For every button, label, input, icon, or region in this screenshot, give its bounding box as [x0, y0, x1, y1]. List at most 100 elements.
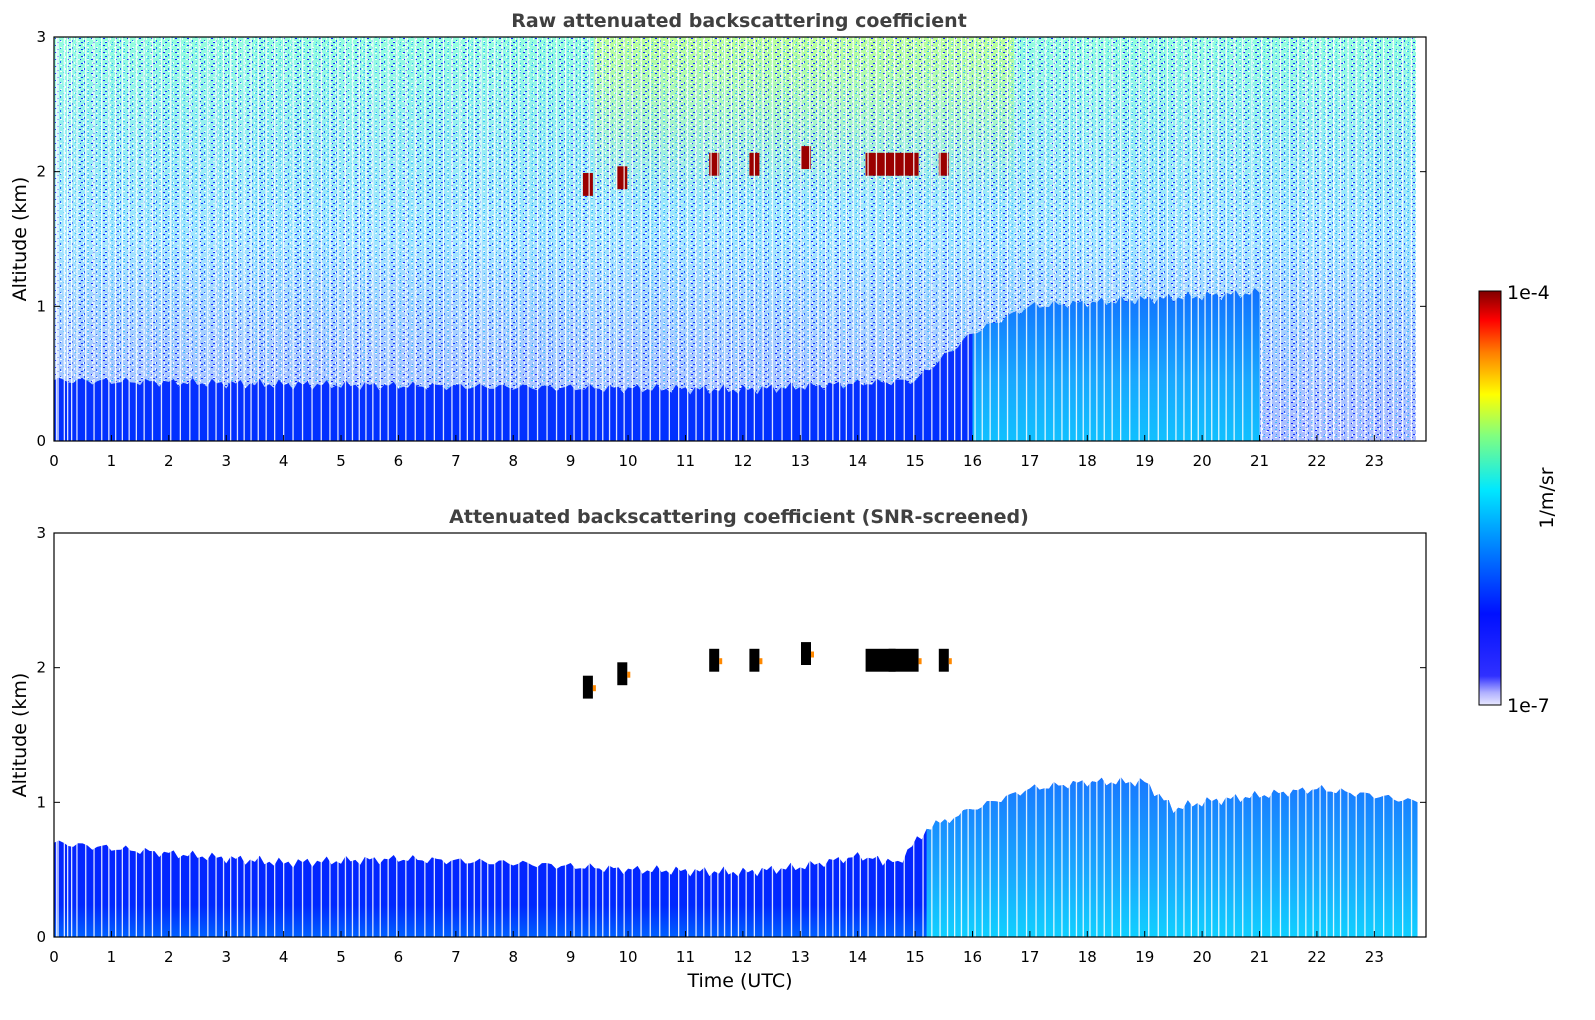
x-tick-label: 4	[279, 948, 289, 966]
x-tick-label: 23	[1365, 948, 1384, 966]
y-tick-label: 0	[36, 432, 46, 450]
missing-profile-stripe	[931, 761, 933, 937]
missing-profile-stripe	[170, 761, 172, 937]
bottom-x-ticks: 0 1 2 3 4 5 6 7 8 9 10 11 12 13 14 15 16 17 18 19 20 21 22 23	[49, 931, 1384, 966]
y-tick-label: 2	[36, 163, 46, 181]
missing-profile-stripe	[230, 37, 232, 441]
missing-profile-stripe	[337, 37, 339, 441]
missing-profile-stripe	[351, 761, 354, 937]
x-tick-label: 1	[107, 948, 117, 966]
cloud-edge-mark	[627, 671, 631, 678]
missing-profile-stripe	[494, 37, 496, 441]
missing-profile-stripe	[320, 37, 322, 441]
missing-profile-stripe	[128, 37, 130, 441]
missing-profile-stripe	[954, 761, 956, 937]
cloud-mark	[865, 648, 896, 672]
missing-profile-stripe	[372, 761, 374, 937]
y-tick-label: 2	[36, 659, 46, 677]
missing-profile-stripe	[649, 37, 651, 441]
missing-profile-stripe	[631, 37, 633, 441]
cloud-mark	[617, 166, 628, 190]
x-tick-label: 2	[164, 948, 174, 966]
missing-profile-stripe	[997, 761, 1000, 937]
missing-profile-stripe	[852, 761, 854, 937]
missing-profile-stripe	[311, 37, 313, 441]
missing-profile-stripe	[1402, 37, 1404, 441]
missing-profile-stripe	[344, 37, 347, 441]
missing-profile-stripe	[365, 37, 367, 441]
missing-profile-stripe	[292, 37, 294, 441]
missing-profile-stripe	[121, 37, 123, 441]
missing-profile-stripe	[451, 761, 453, 937]
missing-profile-stripe	[1260, 37, 1263, 441]
missing-profile-stripe	[1218, 37, 1220, 441]
cloud-mark	[865, 152, 896, 176]
missing-profile-stripe	[396, 37, 398, 441]
missing-profile-stripe	[762, 37, 764, 441]
colorbar-min-label: 1e-7	[1507, 695, 1550, 717]
missing-profile-stripe	[518, 761, 520, 937]
missing-profile-stripe	[222, 37, 225, 441]
missing-profile-stripe	[546, 37, 548, 441]
missing-profile-stripe	[329, 761, 331, 937]
missing-profile-stripe	[365, 761, 367, 937]
missing-profile-stripe	[730, 37, 732, 441]
missing-profile-stripe	[1392, 37, 1394, 441]
x-axis-label: Time (UTC)	[686, 970, 792, 992]
cloud-edge-mark	[759, 658, 763, 665]
missing-profile-stripe	[424, 37, 426, 441]
missing-profile-stripe	[989, 37, 991, 441]
missing-profile-stripe	[717, 37, 719, 441]
missing-profile-stripe	[85, 37, 87, 441]
missing-profile-stripe	[1175, 761, 1177, 937]
missing-profile-stripe	[1190, 37, 1192, 441]
missing-profile-stripe	[809, 761, 811, 937]
missing-profile-stripe	[76, 37, 78, 441]
missing-profile-stripe	[1218, 761, 1220, 937]
missing-profile-stripe	[800, 37, 802, 441]
x-tick-label: 19	[1135, 452, 1154, 470]
cloud-mark	[582, 675, 593, 699]
x-tick-label: 0	[49, 452, 59, 470]
y-tick-label: 1	[36, 793, 46, 811]
missing-profile-stripe	[1204, 761, 1206, 937]
x-tick-label: 18	[1078, 452, 1097, 470]
colorbar-gradient	[1478, 290, 1502, 706]
missing-profile-stripe	[859, 37, 861, 441]
missing-profile-stripe	[1157, 761, 1159, 937]
x-tick-label: 15	[906, 452, 925, 470]
missing-profile-stripe	[1364, 761, 1366, 937]
missing-profile-stripe	[581, 37, 583, 441]
missing-profile-stripe	[1096, 761, 1098, 937]
missing-profile-stripe	[1319, 761, 1321, 937]
missing-profile-stripe	[939, 761, 941, 937]
x-tick-label: 12	[733, 948, 752, 966]
x-tick-label: 12	[733, 452, 752, 470]
colorbar: 1e-4 1e-7 1/m/sr	[1478, 282, 1558, 717]
missing-profile-stripe	[1312, 37, 1314, 441]
missing-profile-stripe	[703, 37, 705, 441]
missing-profile-stripe	[1288, 37, 1291, 441]
missing-profile-stripe	[615, 37, 618, 441]
missing-profile-stripe	[717, 761, 719, 937]
missing-profile-stripe	[414, 37, 416, 441]
missing-profile-stripe	[762, 761, 764, 937]
missing-profile-stripe	[1044, 761, 1046, 937]
missing-profile-stripe	[1166, 761, 1168, 937]
missing-profile-stripe	[108, 761, 110, 937]
missing-profile-stripe	[1120, 761, 1122, 937]
x-tick-label: 20	[1193, 452, 1212, 470]
x-tick-label: 1	[107, 452, 117, 470]
top-cloud-layer	[582, 146, 949, 196]
missing-profile-stripe	[1190, 761, 1192, 937]
missing-profile-stripe	[1225, 761, 1227, 937]
x-tick-label: 8	[508, 948, 518, 966]
top-axes-frame	[53, 36, 1427, 442]
missing-profile-stripe	[459, 37, 461, 441]
missing-profile-stripe	[1025, 37, 1028, 441]
missing-profile-stripe	[1225, 37, 1227, 441]
missing-profile-stripe	[1402, 761, 1404, 937]
missing-profile-stripe	[527, 37, 529, 441]
missing-profile-stripe	[753, 37, 755, 441]
cloud-mark	[888, 648, 919, 672]
